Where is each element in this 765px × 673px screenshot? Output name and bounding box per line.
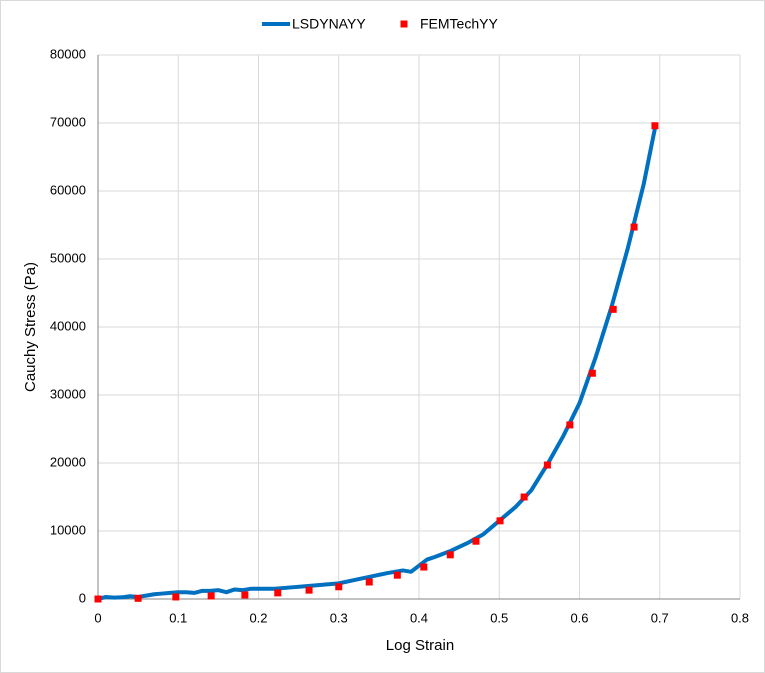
- data-point: [94, 595, 102, 603]
- x-tick-label: 0.3: [330, 610, 348, 625]
- y-tick-label: 80000: [50, 46, 86, 61]
- x-tick-label: 0.2: [249, 610, 267, 625]
- data-line: [97, 123, 658, 601]
- data-point: [446, 551, 454, 559]
- x-tick-label: 0.4: [410, 610, 428, 625]
- legend-label: FEMTechYY: [420, 16, 498, 32]
- y-tick-label: 70000: [50, 114, 86, 129]
- y-tick-label: 30000: [50, 386, 86, 401]
- data-point: [566, 421, 574, 429]
- data-point: [365, 578, 373, 586]
- x-tick-label: 0.1: [169, 610, 187, 625]
- y-axis-label: Cauchy Stress (Pa): [22, 262, 39, 392]
- x-tick-label: 0.5: [490, 610, 508, 625]
- y-tick-label: 0: [79, 590, 86, 605]
- data-point: [305, 586, 313, 594]
- data-point: [651, 122, 659, 130]
- data-point: [496, 517, 504, 525]
- data-point: [241, 591, 249, 599]
- x-tick-label: 0.6: [570, 610, 588, 625]
- x-tick-label: 0.8: [731, 610, 749, 625]
- y-tick-label: 10000: [50, 522, 86, 537]
- y-tick-label: 40000: [50, 318, 86, 333]
- data-point: [134, 594, 142, 602]
- data-point: [520, 493, 528, 501]
- data-point: [543, 461, 551, 469]
- x-tick-label: 0.7: [651, 610, 669, 625]
- data-point: [274, 589, 282, 597]
- data-point: [420, 563, 428, 571]
- data-point: [630, 223, 638, 231]
- data-point: [335, 583, 343, 591]
- y-tick-label: 50000: [50, 250, 86, 265]
- legend-swatch: [400, 20, 408, 28]
- data-point: [393, 571, 401, 579]
- y-tick-label: 60000: [50, 182, 86, 197]
- y-tick-label: 20000: [50, 454, 86, 469]
- data-point: [172, 593, 180, 601]
- data-point: [472, 537, 480, 545]
- legend-label: LSDYNAYY: [292, 16, 366, 32]
- data-point: [207, 592, 215, 600]
- x-axis-label: Log Strain: [386, 637, 454, 654]
- x-tick-label: 0: [94, 610, 101, 625]
- data-point: [609, 305, 617, 313]
- data-point: [588, 369, 596, 377]
